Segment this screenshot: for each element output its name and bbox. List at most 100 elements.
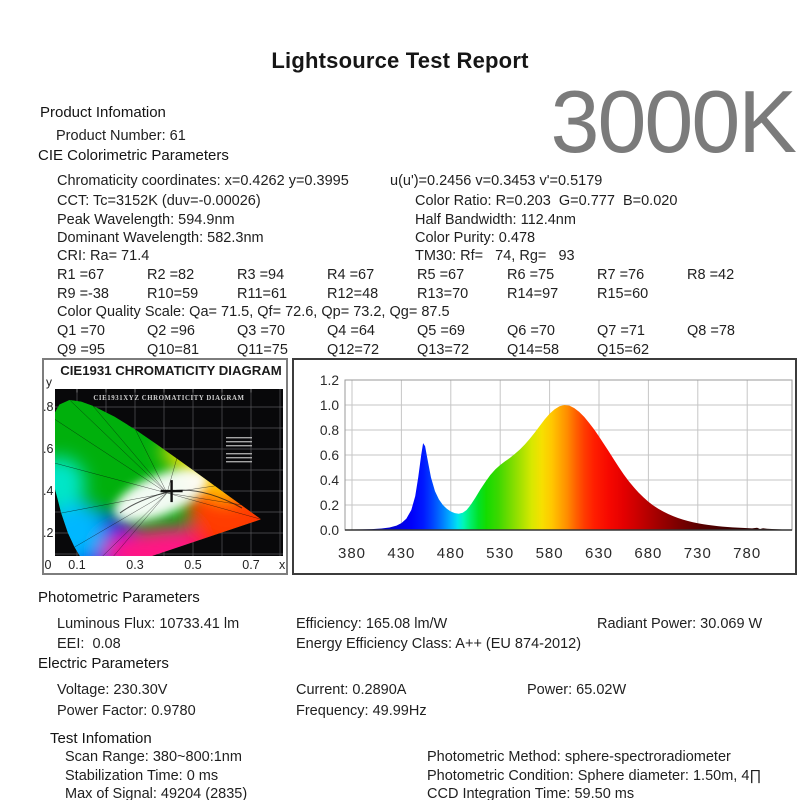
cie-colorimetric-parameters-row: Dominant Wavelength: 582.3nm Color Purity… bbox=[0, 229, 800, 247]
text-cell: Q8 =78 bbox=[687, 323, 735, 339]
text-cell: Color Quality Scale: Qa= 71.5, Qf= 72.6,… bbox=[57, 304, 450, 320]
cie-colorimetric-parameters-row: R9 =-38 R10=59 R11=61 R12=48 R13=70 R14=97 R15… bbox=[0, 285, 800, 303]
photometric-parameters-row: Photometric Parameters bbox=[0, 589, 800, 607]
svg-text:.4: .4 bbox=[43, 484, 53, 498]
text-cell: Product Infomation bbox=[40, 104, 166, 121]
electric-parameters-row: Electric Parameters bbox=[0, 655, 800, 673]
text-cell: Q5 =69 bbox=[417, 323, 465, 339]
text-cell: Luminous Flux: 10733.41 lm bbox=[57, 616, 240, 632]
cie-colorimetric-parameters-row: Color Quality Scale: Qa= 71.5, Qf= 72.6,… bbox=[0, 303, 800, 321]
svg-text:CIE1931 CHROMATICITY DIAGRAM: CIE1931 CHROMATICITY DIAGRAM bbox=[60, 363, 282, 378]
svg-text:0.2: 0.2 bbox=[320, 498, 339, 513]
svg-text:430: 430 bbox=[387, 545, 415, 562]
svg-text:0.5: 0.5 bbox=[184, 558, 201, 572]
text-cell: R15=60 bbox=[597, 286, 649, 302]
svg-text:CIE1931XYZ CHROMATICITY DIAGRA: CIE1931XYZ CHROMATICITY DIAGRAM bbox=[93, 395, 244, 402]
text-cell: Q12=72 bbox=[327, 342, 380, 358]
text-cell: R3 =94 bbox=[237, 267, 285, 283]
product-information-row: Product Infomation bbox=[0, 104, 800, 122]
svg-text:.8: .8 bbox=[43, 400, 53, 414]
text-cell: Energy Efficiency Class: A++ (EU 874-201… bbox=[296, 636, 582, 652]
svg-text:x: x bbox=[279, 558, 286, 572]
text-cell: Electric Parameters bbox=[38, 655, 169, 672]
text-cell: Q7 =71 bbox=[597, 323, 645, 339]
text-cell: Q9 =95 bbox=[57, 342, 105, 358]
text-cell: TM30: Rf= 74, Rg= 93 bbox=[415, 248, 575, 264]
test-information-row: Stabilization Time: 0 ms Photometric Cond… bbox=[0, 767, 800, 785]
product-information-row: Product Number: 61 bbox=[0, 127, 800, 145]
cie-colorimetric-parameters-row: R1 =67 R2 =82 R3 =94 R4 =67 R5 =67 R6 =75 R7 =… bbox=[0, 266, 800, 284]
svg-text:.2: .2 bbox=[43, 526, 53, 540]
svg-text:580: 580 bbox=[536, 545, 564, 562]
text-cell: Chromaticity coordinates: x=0.4262 y=0.3… bbox=[57, 173, 349, 189]
svg-text:0.6: 0.6 bbox=[320, 448, 340, 463]
cie-colorimetric-parameters-row: Peak Wavelength: 594.9nm Half Bandwidth: … bbox=[0, 211, 800, 229]
text-cell: R12=48 bbox=[327, 286, 379, 302]
text-cell: Q3 =70 bbox=[237, 323, 285, 339]
text-cell: Half Bandwidth: 112.4nm bbox=[415, 212, 576, 228]
text-cell: Q10=81 bbox=[147, 342, 200, 358]
text-cell: R13=70 bbox=[417, 286, 469, 302]
svg-text:0.0: 0.0 bbox=[320, 523, 340, 538]
text-cell: R8 =42 bbox=[687, 267, 735, 283]
text-cell: Q15=62 bbox=[597, 342, 650, 358]
svg-text:.6: .6 bbox=[43, 442, 53, 456]
svg-text:0.4: 0.4 bbox=[320, 473, 340, 488]
cie-chromaticity-chart: CIE1931 CHROMATICITY DIAGRAM y CIE1931XYZ … bbox=[42, 358, 288, 575]
text-cell: Dominant Wavelength: 582.3nm bbox=[57, 230, 264, 246]
cie-colorimetric-parameters-row: CRI: Ra= 71.4 TM30: Rf= 74, Rg= 93 bbox=[0, 247, 800, 265]
svg-text:0: 0 bbox=[45, 558, 52, 572]
text-cell: Stabilization Time: 0 ms bbox=[65, 768, 219, 784]
text-cell: R4 =67 bbox=[327, 267, 375, 283]
svg-text:0.1: 0.1 bbox=[68, 558, 85, 572]
text-cell: Photometric Parameters bbox=[38, 589, 200, 606]
svg-text:0.8: 0.8 bbox=[320, 423, 340, 438]
text-cell: Power Factor: 0.9780 bbox=[57, 703, 196, 719]
svg-text:780: 780 bbox=[733, 545, 761, 562]
text-cell: Q14=58 bbox=[507, 342, 560, 358]
text-cell: R10=59 bbox=[147, 286, 199, 302]
text-cell: Product Number: 61 bbox=[56, 128, 186, 144]
text-cell: Q13=72 bbox=[417, 342, 470, 358]
text-cell: Power: 65.02W bbox=[527, 682, 627, 698]
cie-colorimetric-parameters-row: Q9 =95 Q10=81 Q11=75 Q12=72 Q13=72 Q14=58 Q15=… bbox=[0, 341, 800, 359]
test-information-row: Scan Range: 380~800:1nm Photometric Metho… bbox=[0, 748, 800, 766]
text-cell: Q1 =70 bbox=[57, 323, 105, 339]
text-cell: R14=97 bbox=[507, 286, 559, 302]
text-cell: R9 =-38 bbox=[57, 286, 109, 302]
text-cell: R7 =76 bbox=[597, 267, 645, 283]
cct-badge: 3000K bbox=[550, 72, 797, 171]
text-cell: Radiant Power: 30.069 W bbox=[597, 616, 763, 632]
text-cell: Efficiency: 165.08 lm/W bbox=[296, 616, 448, 632]
text-cell: Current: 0.2890A bbox=[296, 682, 407, 698]
svg-text:480: 480 bbox=[437, 545, 465, 562]
text-cell: CRI: Ra= 71.4 bbox=[57, 248, 150, 264]
text-cell: Photometric Method: sphere-spectroradiom… bbox=[427, 749, 731, 765]
svg-text:0.3: 0.3 bbox=[126, 558, 143, 572]
svg-text:680: 680 bbox=[634, 545, 662, 562]
svg-text:630: 630 bbox=[585, 545, 613, 562]
svg-text:1.0: 1.0 bbox=[320, 398, 340, 413]
text-cell: Voltage: 230.30V bbox=[57, 682, 168, 698]
text-cell: R2 =82 bbox=[147, 267, 195, 283]
text-cell: Q11=75 bbox=[237, 342, 288, 358]
text-cell: Color Ratio: R=0.203 G=0.777 B=0.020 bbox=[415, 193, 678, 209]
text-cell: Q2 =96 bbox=[147, 323, 195, 339]
electric-parameters-row: Power Factor: 0.9780 Frequency: 49.99Hz bbox=[0, 702, 800, 720]
cie-colorimetric-parameters-row: CCT: Tc=3152K (duv=-0.00026) Color Ratio:… bbox=[0, 192, 800, 210]
text-cell: CCT: Tc=3152K (duv=-0.00026) bbox=[57, 193, 261, 209]
text-cell: Test Infomation bbox=[50, 730, 152, 747]
text-cell: Peak Wavelength: 594.9nm bbox=[57, 212, 235, 228]
text-cell: Frequency: 49.99Hz bbox=[296, 703, 427, 719]
svg-text:0.7: 0.7 bbox=[242, 558, 259, 572]
svg-text:y: y bbox=[46, 375, 52, 389]
svg-text:530: 530 bbox=[486, 545, 514, 562]
test-information-row: Test Infomation bbox=[0, 730, 800, 748]
cie-colorimetric-parameters-row: Chromaticity coordinates: x=0.4262 y=0.3… bbox=[0, 172, 800, 190]
text-cell: u(u')=0.2456 v=0.3453 v'=0.5179 bbox=[390, 173, 603, 189]
text-cell: Q4 =64 bbox=[327, 323, 375, 339]
photometric-parameters-row: EEI: 0.08 Energy Efficiency Class: A++ (E… bbox=[0, 635, 800, 653]
svg-text:380: 380 bbox=[338, 545, 366, 562]
